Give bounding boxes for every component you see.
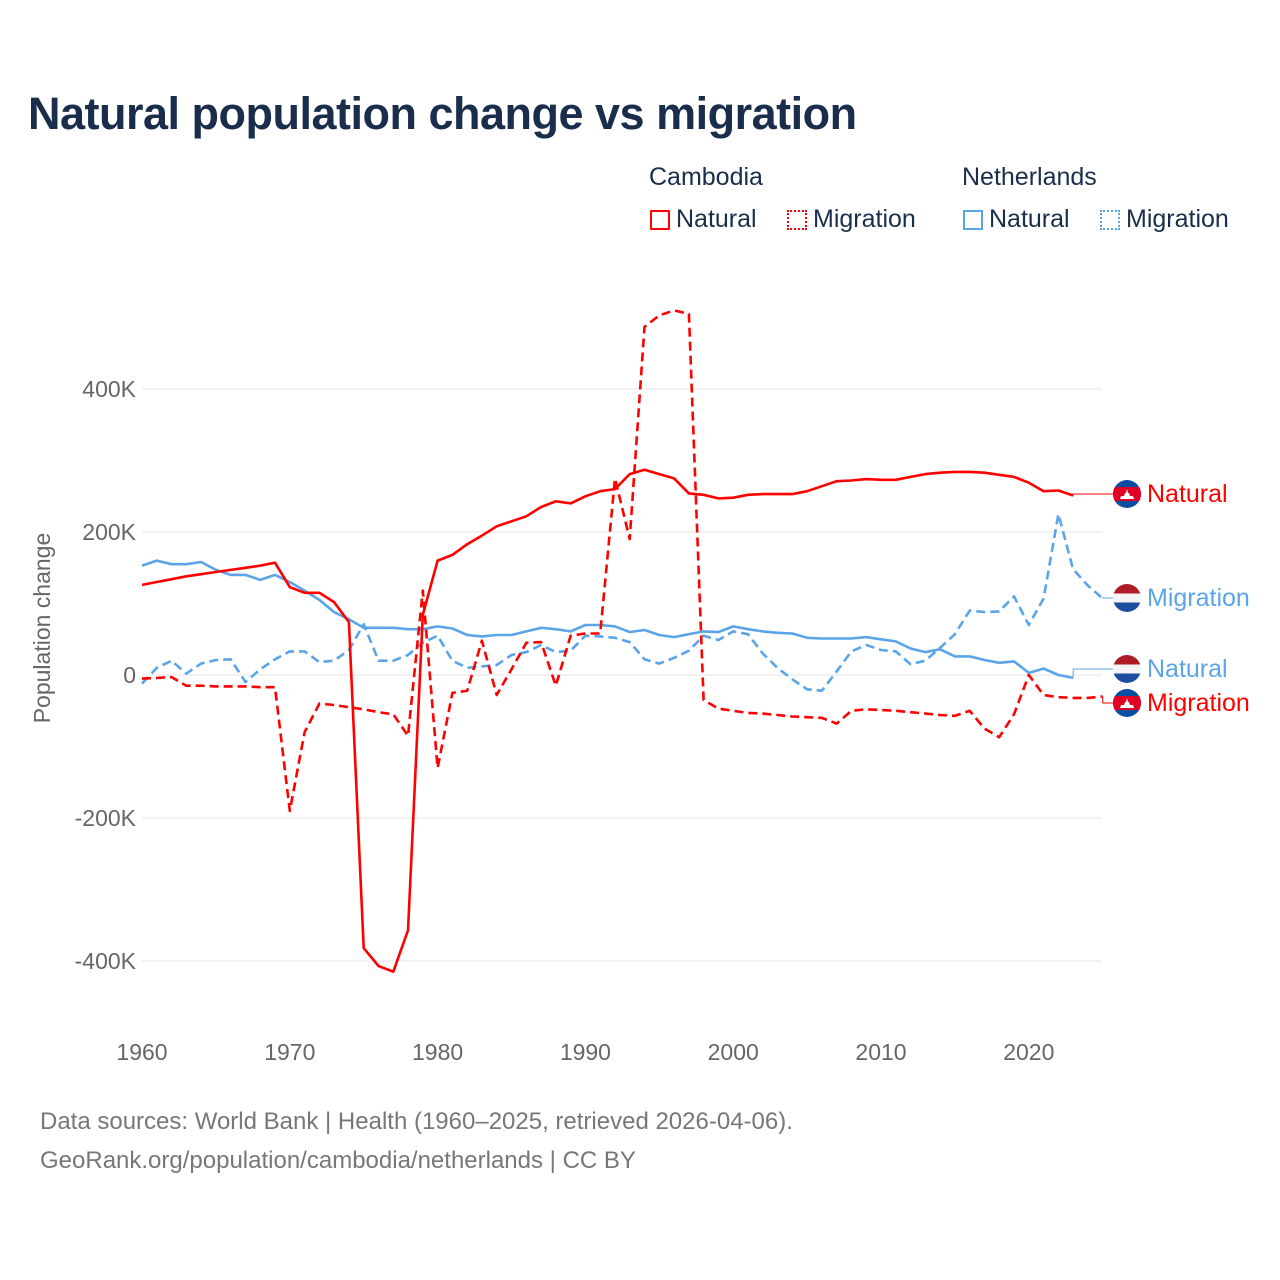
chart-title: Natural population change vs migration	[28, 88, 857, 139]
legend-swatch-solid	[963, 209, 983, 230]
flag-stripe	[1113, 602, 1141, 612]
x-tick-label: 1960	[116, 1039, 167, 1065]
flag-fill	[1113, 480, 1141, 508]
x-tick-label: 1990	[560, 1039, 611, 1065]
flag-stripe	[1113, 584, 1141, 594]
legend-label: Migration	[1126, 205, 1229, 233]
legend-swatch-solid	[650, 209, 670, 230]
y-tick-label: -200K	[75, 805, 137, 831]
flag-fill	[1113, 655, 1141, 683]
y-tick-label: -400K	[75, 948, 137, 974]
flag-fill	[1113, 584, 1141, 612]
legend-label: Natural	[989, 205, 1070, 233]
legend-group-cambodia: Cambodia	[649, 163, 763, 191]
y-tick-label: 200K	[82, 519, 136, 545]
y-axis-label: Population change	[29, 533, 55, 724]
legend-swatch-dotted	[787, 209, 807, 230]
temple-icon	[1120, 698, 1134, 708]
legend-cambodia-migration[interactable]: Migration	[787, 205, 916, 234]
legend-netherlands-natural[interactable]: Natural	[963, 205, 1070, 234]
y-tick-label: 400K	[82, 376, 136, 402]
netherlands-flag-icon	[1113, 655, 1141, 683]
legend-label: Migration	[813, 205, 916, 233]
series-line-netherlands-migration	[141, 512, 1104, 693]
x-tick-label: 1980	[412, 1039, 463, 1065]
y-tick-label: 0	[123, 662, 136, 688]
end-label: Natural	[1147, 655, 1228, 683]
legend-netherlands-migration[interactable]: Migration	[1100, 205, 1229, 234]
flag-stripe	[1113, 655, 1141, 665]
legend-group-netherlands: Netherlands	[962, 163, 1097, 191]
series-line-netherlands-natural	[141, 559, 1074, 680]
flag-stripe	[1113, 673, 1141, 683]
legend-swatch-dotted	[1100, 209, 1120, 230]
label-connector	[1102, 696, 1113, 704]
source-line-1: Data sources: World Bank | Health (1960–…	[40, 1108, 793, 1135]
temple-icon	[1120, 489, 1134, 499]
end-label: Migration	[1147, 584, 1250, 612]
cambodia-flag-icon	[1113, 689, 1141, 717]
legend-cambodia-natural[interactable]: Natural	[650, 205, 757, 234]
end-label: Natural	[1147, 480, 1228, 508]
legend-label: Natural	[676, 205, 757, 233]
netherlands-flag-icon	[1113, 584, 1141, 612]
x-tick-label: 2000	[708, 1039, 759, 1065]
flag-fill	[1113, 689, 1141, 717]
label-connector	[1072, 493, 1113, 496]
cambodia-flag-icon	[1113, 480, 1141, 508]
end-label: Migration	[1147, 689, 1250, 717]
x-tick-label: 2020	[1003, 1039, 1054, 1065]
label-connector	[1072, 668, 1113, 678]
source-line-2: GeoRank.org/population/cambodia/netherla…	[40, 1147, 636, 1174]
x-tick-label: 2010	[855, 1039, 906, 1065]
x-tick-label: 1970	[264, 1039, 315, 1065]
series-line-cambodia-natural	[141, 468, 1074, 974]
series-line-cambodia-migration	[141, 309, 1103, 813]
